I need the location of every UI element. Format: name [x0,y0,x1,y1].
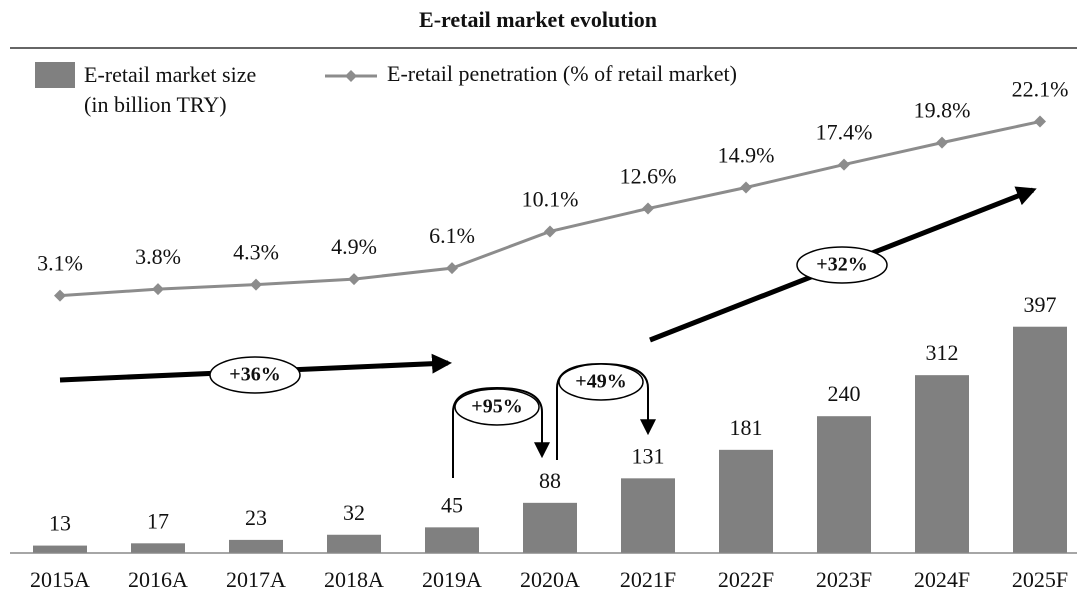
data-label: 13 [49,511,71,536]
data-label: 312 [926,340,959,365]
x-tick-label: 2023F [816,567,872,592]
line-marker [936,136,948,149]
x-tick-label: 2019A [422,567,482,592]
line-marker [152,283,164,296]
data-label: 17.4% [816,120,873,145]
annotation: +32% [816,254,867,276]
x-tick-label: 2025F [1012,567,1068,592]
bar [1013,326,1067,553]
x-tick-label: 2022F [718,567,774,592]
x-tick-label: 2016A [128,567,188,592]
bar [719,449,773,553]
annotation-bubble [209,356,301,394]
line-marker [740,181,752,194]
data-label: 22.1% [1012,77,1069,102]
bar [621,478,675,553]
line-marker [54,289,66,302]
legend-marker [345,70,357,82]
legend-label: E-retail market size (in billion TRY) [84,62,257,117]
data-label: 240 [828,381,861,406]
legend-label: E-retail penetration (% of retail market… [387,61,737,86]
data-label: 12.6% [620,164,677,189]
annotation-bubble [558,363,644,401]
bar [131,543,185,553]
x-tick-label: 2017A [226,567,286,592]
annotation: +95% [471,396,522,418]
data-label: 32 [343,500,365,525]
bar [817,416,871,553]
line-marker [544,225,556,238]
data-label: 23 [245,505,267,530]
data-label: 3.8% [135,244,181,269]
data-label: 3.1% [37,251,83,276]
data-label: 17 [147,508,169,533]
chart-title: E-retail market evolution [419,7,657,32]
data-label: 397 [1024,292,1057,317]
annotation-bubble [454,388,540,426]
bar [523,502,577,553]
data-label: 19.8% [914,98,971,123]
annotation: +36% [229,364,280,386]
data-label: 10.1% [522,187,579,212]
annotation: +49% [575,371,626,393]
line-marker [642,202,654,215]
data-label: 4.3% [233,240,279,265]
bar [33,545,87,553]
x-tick-label: 2018A [324,567,384,592]
data-label: 131 [632,443,665,468]
growth-bracket [452,386,550,478]
x-tick-label: 2024F [914,567,970,592]
line-marker [1034,115,1046,128]
x-tick-label: 2021F [620,567,676,592]
line-marker [446,262,458,275]
x-tick-label: 2015A [30,567,90,592]
data-label: 181 [730,415,763,440]
data-label: 45 [441,492,463,517]
line-marker [838,158,850,171]
legend-swatch [35,62,75,88]
bar [327,534,381,553]
bar [229,539,283,553]
x-tick-label: 2020A [520,567,580,592]
annotation-bubble [796,246,888,284]
data-label: 88 [539,468,561,493]
line-marker [348,273,360,286]
data-label: 6.1% [429,223,475,248]
bar [425,527,479,553]
data-label: 4.9% [331,234,377,259]
bar [915,375,969,553]
line-marker [250,278,262,291]
data-label: 14.9% [718,143,775,168]
